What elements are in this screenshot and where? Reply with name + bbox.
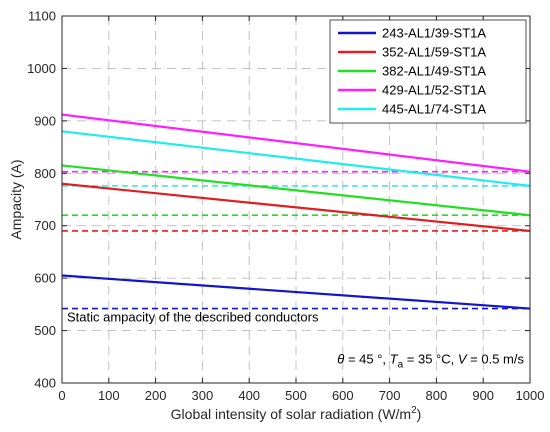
- v-value: = 0.5 m/s: [467, 352, 525, 367]
- x-tick-label: 900: [472, 388, 494, 403]
- y-tick-label: 700: [34, 218, 56, 233]
- x-axis-title: Global intensity of solar radiation (W/m…: [171, 405, 422, 422]
- y-tick-label: 600: [34, 271, 56, 286]
- x-tick-label: 0: [58, 388, 65, 403]
- series-line: [61, 274, 531, 310]
- legend: 243-AL1/39-ST1A 352-AL1/59-ST1A 382-AL1/49…: [329, 19, 527, 124]
- legend-label: 382-AL1/49-ST1A: [382, 64, 486, 79]
- ta-value: = 35 °C,: [403, 352, 458, 367]
- x-tick-label: 700: [379, 388, 401, 403]
- legend-label: 243-AL1/39-ST1A: [382, 26, 486, 41]
- series-line: [61, 182, 531, 233]
- ta-symbol: T: [390, 352, 399, 367]
- axis-ticks: 0 100 200 300 400 500 600 700 800 900 1000 400 500 60…: [27, 9, 544, 404]
- x-tick-label: 200: [145, 388, 167, 403]
- series-line: [61, 164, 531, 217]
- x-tick-label: 800: [426, 388, 448, 403]
- x-axis-title-superscript: 2: [411, 405, 417, 416]
- x-tick-label: 300: [192, 388, 214, 403]
- legend-label: 352-AL1/59-ST1A: [382, 45, 486, 60]
- legend-label: 445-AL1/74-ST1A: [382, 102, 486, 117]
- series-line: [61, 130, 531, 187]
- x-tick-label: 100: [98, 388, 120, 403]
- ta-subscript: a: [398, 360, 404, 371]
- legend-label: 429-AL1/52-ST1A: [382, 83, 486, 98]
- x-axis-title-main: Global intensity of solar radiation (W/m: [171, 406, 411, 422]
- conditions-annotation: θ = 45 °, Ta = 35 °C, V = 0.5 m/s: [337, 352, 524, 371]
- x-tick-label: 600: [332, 388, 354, 403]
- x-tick-label: 400: [238, 388, 260, 403]
- static-ampacity-annotation: Static ampacity of the described conduct…: [67, 310, 319, 325]
- x-tick-label: 500: [285, 388, 307, 403]
- v-symbol: V: [458, 352, 468, 367]
- y-tick-label: 1000: [27, 61, 56, 76]
- series-line: [61, 113, 531, 173]
- x-axis-title-end: ): [417, 406, 422, 422]
- series-lines: [61, 113, 531, 310]
- theta-symbol: θ: [337, 352, 344, 367]
- static-lines: [62, 170, 530, 310]
- y-tick-label: 1100: [28, 9, 56, 24]
- y-tick-label: 900: [34, 113, 56, 128]
- y-tick-label: 500: [34, 323, 56, 338]
- y-tick-label: 400: [34, 376, 56, 391]
- y-axis-title: Ampacity (A): [8, 159, 24, 239]
- theta-value: = 45 °,: [344, 352, 389, 367]
- y-tick-label: 800: [34, 166, 56, 181]
- x-tick-label: 1000: [516, 388, 545, 403]
